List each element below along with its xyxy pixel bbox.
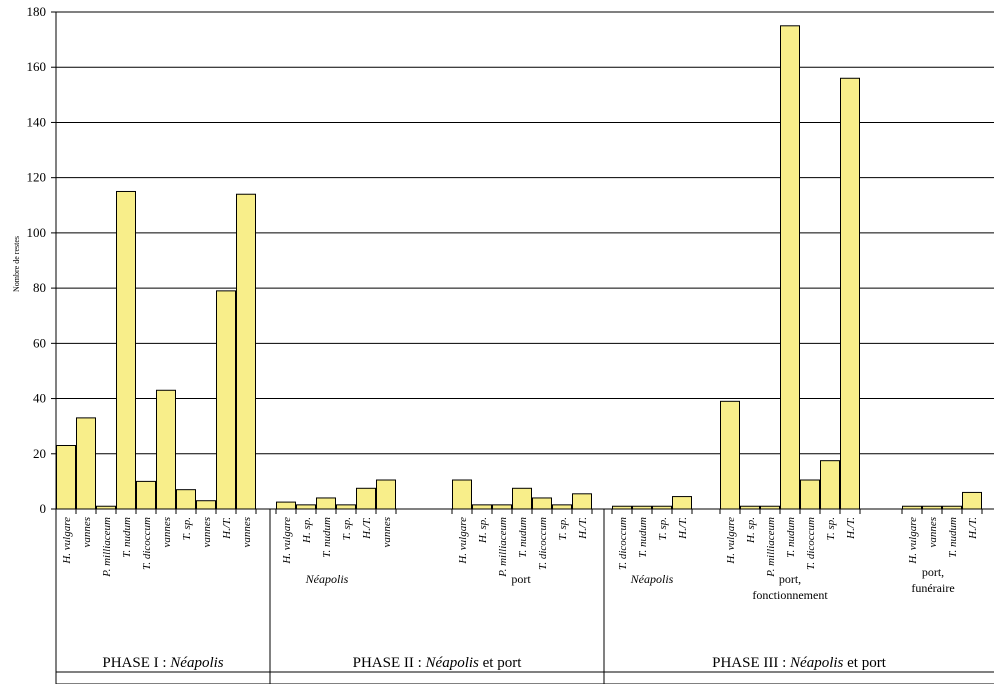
- category-label: H./T.: [577, 517, 589, 540]
- category-label: vannes: [161, 517, 173, 548]
- category-label: H./T.: [967, 517, 979, 540]
- bar: [376, 479, 396, 510]
- group-label: port,: [922, 565, 944, 579]
- phase-label: PHASE I : Néapolis: [102, 655, 223, 671]
- group-label: Néapolis: [305, 572, 349, 586]
- category-label: H. vulgare: [725, 517, 737, 565]
- bar: [176, 489, 196, 510]
- category-label: T. nudum: [517, 517, 529, 558]
- category-label: P. milliaceum: [765, 517, 777, 578]
- bar: [316, 497, 336, 510]
- category-label: H. sp.: [745, 517, 757, 544]
- y-tick-labels: 0 20 40 60 80 100 120 140 160 180: [27, 4, 47, 516]
- group-label-line2: funéraire: [911, 581, 954, 595]
- group-label: Néapolis: [630, 572, 674, 586]
- bar: [136, 480, 156, 510]
- bar: [552, 504, 572, 510]
- category-label: H. sp.: [301, 517, 313, 544]
- category-label: H./T.: [845, 517, 857, 540]
- category-label: T. sp.: [825, 517, 837, 540]
- y-tick-label: 0: [40, 501, 47, 516]
- y-tick-label: 120: [27, 170, 47, 185]
- bar: [962, 491, 982, 510]
- y-tick-label: 80: [33, 280, 46, 295]
- bar: [452, 479, 472, 510]
- phase-labels: PHASE I : Néapolis PHASE II : Néapolis et…: [102, 655, 886, 671]
- category-label: H. vulgare: [281, 517, 293, 565]
- category-label: T. dicoccum: [805, 517, 817, 570]
- category-label: T. nudum: [321, 517, 333, 558]
- bar: [572, 493, 592, 510]
- bar: [76, 417, 96, 510]
- group-labels: Néapolis port Néapolis port, fonctionnement p…: [305, 565, 955, 602]
- group-label: port: [511, 572, 531, 586]
- category-label: vannes: [381, 517, 393, 548]
- bar: [116, 190, 136, 510]
- phase-label: PHASE II : Néapolis et port: [353, 655, 523, 671]
- gridlines: [56, 11, 994, 510]
- y-axis-label: Nombre de restes: [12, 236, 21, 292]
- category-label: T. nudum: [785, 517, 797, 558]
- y-tick-label: 140: [27, 114, 47, 129]
- category-label: H. sp.: [477, 517, 489, 544]
- category-label: T. dicoccum: [537, 517, 549, 570]
- group-label: port,: [779, 572, 801, 586]
- category-label: T. nudum: [947, 517, 959, 558]
- bar: [820, 460, 840, 510]
- bar: [532, 497, 552, 510]
- category-label: T. sp.: [557, 517, 569, 540]
- category-label: P. milliaceum: [497, 517, 509, 578]
- category-label: vannes: [241, 517, 253, 548]
- category-label: P. milliaceum: [101, 517, 113, 578]
- category-label: H. vulgare: [907, 517, 919, 565]
- bar: [196, 500, 216, 510]
- y-tick-label: 180: [27, 4, 47, 19]
- category-label: T. sp.: [341, 517, 353, 540]
- bar: [780, 25, 800, 510]
- axes: [51, 11, 994, 684]
- bar: [800, 479, 820, 510]
- category-label: T. sp.: [181, 517, 193, 540]
- category-label: T. dicoccum: [617, 517, 629, 570]
- category-label: H./T.: [221, 517, 233, 540]
- bar: [356, 487, 376, 510]
- bar: [512, 487, 532, 510]
- category-label: T. sp.: [657, 517, 669, 540]
- bar: [472, 504, 492, 510]
- bar: [216, 290, 236, 510]
- y-tick-label: 20: [33, 446, 46, 461]
- y-tick-label: 40: [33, 391, 46, 406]
- bar: [276, 501, 296, 510]
- bar: [492, 504, 512, 510]
- category-label: H. vulgare: [457, 517, 469, 565]
- category-label: T. nudum: [637, 517, 649, 558]
- bar: [236, 193, 256, 510]
- y-tick-label: 60: [33, 335, 46, 350]
- bar: [336, 504, 356, 510]
- bar: [672, 496, 692, 510]
- bars: [56, 25, 982, 510]
- category-label: vannes: [201, 517, 213, 548]
- category-labels: H. vulgare vannes P. milliaceum T. nudum T. …: [61, 517, 979, 578]
- group-label-line2: fonctionnement: [752, 588, 828, 602]
- bar: [296, 504, 316, 510]
- y-tick-label: 160: [27, 59, 47, 74]
- bar: [720, 400, 740, 510]
- category-label: T. nudum: [121, 517, 133, 558]
- category-label: H./T.: [361, 517, 373, 540]
- category-label: H. vulgare: [61, 517, 73, 565]
- category-label: vannes: [927, 517, 939, 548]
- category-label: T. dicoccum: [141, 517, 153, 570]
- phase-label: PHASE III : Néapolis et port: [712, 655, 887, 671]
- bar: [56, 444, 76, 510]
- category-label: vannes: [81, 517, 93, 548]
- bar: [156, 389, 176, 510]
- category-label: H./T.: [677, 517, 689, 540]
- y-tick-label: 100: [27, 225, 47, 240]
- bar: [840, 77, 860, 510]
